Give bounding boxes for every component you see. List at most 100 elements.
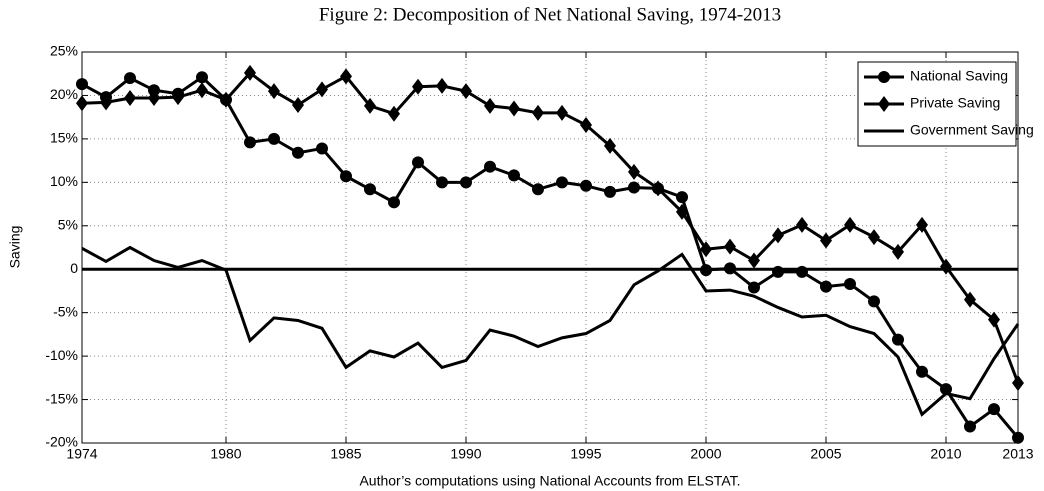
point	[316, 142, 328, 155]
point	[292, 146, 304, 159]
x-tick-label: 1985	[330, 446, 361, 462]
point	[244, 136, 256, 149]
point	[196, 82, 208, 99]
point	[772, 265, 784, 278]
legend-label: National Saving	[910, 68, 1008, 84]
y-tick-label: 10%	[50, 173, 78, 189]
point	[868, 295, 880, 308]
point	[412, 156, 424, 169]
point	[724, 262, 736, 275]
point	[484, 97, 496, 114]
point	[364, 183, 376, 196]
point	[892, 243, 904, 260]
point	[700, 241, 712, 258]
point	[460, 176, 472, 189]
point	[292, 97, 304, 114]
y-tick-label: 0	[70, 260, 78, 276]
point	[412, 78, 424, 95]
legend-label: Private Saving	[910, 95, 1000, 111]
point	[796, 216, 808, 233]
point	[1012, 431, 1024, 444]
point	[580, 116, 592, 133]
point	[916, 216, 928, 233]
point	[508, 100, 520, 117]
point	[388, 105, 400, 122]
point	[172, 89, 184, 106]
point	[1012, 375, 1024, 392]
y-tick-label: 20%	[50, 86, 78, 102]
legend-marker	[878, 71, 890, 83]
point	[388, 196, 400, 209]
point	[436, 176, 448, 189]
x-tick-label: 2000	[690, 446, 721, 462]
x-tick-label: 1995	[570, 446, 601, 462]
point	[100, 94, 112, 111]
series-line	[81, 245, 1020, 417]
point	[244, 64, 256, 81]
point	[556, 176, 568, 189]
point	[916, 365, 928, 378]
point	[532, 183, 544, 196]
point	[76, 78, 88, 91]
point	[196, 71, 208, 84]
x-tick-label: 1974	[66, 446, 97, 462]
point	[892, 333, 904, 346]
point	[340, 68, 352, 85]
point	[220, 91, 232, 108]
legend-label: Government Saving	[910, 122, 1034, 138]
point	[508, 169, 520, 182]
x-tick-label: 1990	[450, 446, 481, 462]
x-tick-label: 2010	[930, 446, 961, 462]
y-tick-label: -5%	[53, 303, 78, 319]
point	[364, 97, 376, 114]
point	[340, 170, 352, 183]
point	[460, 83, 472, 100]
point	[652, 180, 664, 197]
point	[484, 160, 496, 173]
point	[628, 181, 640, 194]
y-tick-label: -15%	[45, 390, 78, 406]
legend-marker	[878, 96, 890, 112]
point	[556, 104, 568, 121]
point	[772, 227, 784, 244]
point	[532, 104, 544, 121]
point	[820, 280, 832, 293]
point	[316, 81, 328, 98]
point	[844, 216, 856, 233]
y-axis-label: Saving	[7, 226, 23, 269]
point	[604, 137, 616, 154]
point	[748, 281, 760, 294]
x-tick-label: 2005	[810, 446, 841, 462]
point	[988, 311, 1000, 328]
point	[988, 403, 1000, 416]
point	[268, 132, 280, 145]
series-line	[81, 70, 1020, 384]
point	[868, 229, 880, 246]
point	[268, 83, 280, 100]
chart-title: Figure 2: Decomposition of Net National …	[319, 4, 781, 25]
point	[940, 383, 952, 396]
point	[436, 77, 448, 94]
y-tick-label: 25%	[50, 43, 78, 59]
y-tick-label: -20%	[45, 434, 78, 450]
point	[940, 258, 952, 275]
point	[124, 90, 136, 107]
point	[700, 264, 712, 277]
point	[676, 203, 688, 220]
x-axis-label: Author’s computations using National Acc…	[359, 473, 740, 489]
y-tick-label: -10%	[45, 347, 78, 363]
x-tick-label: 1980	[210, 446, 241, 462]
x-tick-label: 2013	[1002, 446, 1033, 462]
point	[76, 95, 88, 112]
point	[748, 252, 760, 269]
y-tick-label: 15%	[50, 130, 78, 146]
point	[964, 420, 976, 433]
point	[148, 90, 160, 107]
plot-frame	[81, 51, 1019, 444]
series-line	[81, 75, 1020, 439]
point	[796, 265, 808, 278]
point	[580, 179, 592, 192]
point	[628, 163, 640, 180]
point	[676, 191, 688, 204]
